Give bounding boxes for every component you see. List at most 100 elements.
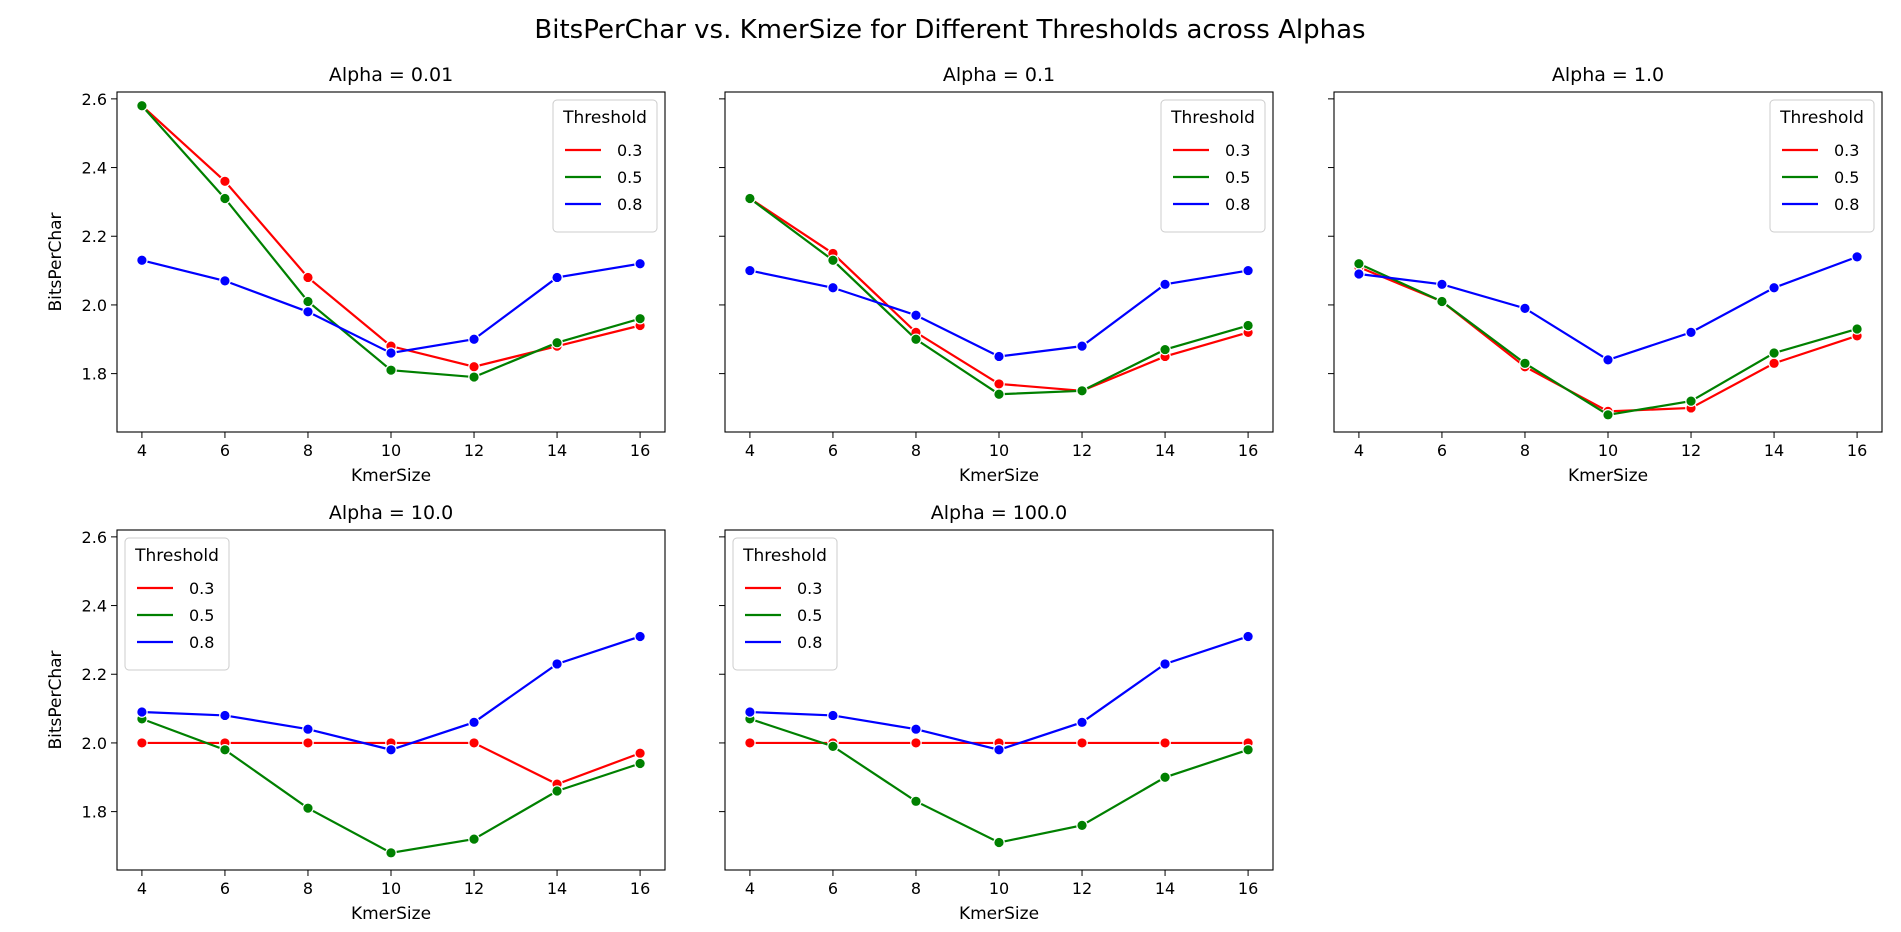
subplot-4: Alpha = 100.0 4 6 8 10 12 14 16 KmerSize Threshol… — [719, 502, 1274, 924]
x-tick-label: 12 — [464, 441, 484, 460]
legend: Threshold 0.3 0.5 0.8 — [124, 537, 230, 671]
data-point — [1076, 716, 1088, 729]
y-tick-label: 2.2 — [82, 227, 107, 246]
data-point — [993, 388, 1005, 401]
y-tick-label: 2.6 — [82, 528, 107, 547]
data-point — [1685, 395, 1697, 407]
x-tick-label: 10 — [381, 441, 401, 460]
legend-box — [732, 537, 838, 671]
data-point — [634, 257, 646, 270]
x-axis-label: KmerSize — [959, 904, 1039, 924]
series-line-0.3 — [1358, 266, 1858, 413]
data-point — [219, 175, 231, 188]
x-tick-label: 8 — [911, 879, 921, 898]
data-point — [385, 347, 397, 359]
figure-title: BitsPerChar vs. KmerSize for Different T… — [534, 15, 1365, 45]
x-tick-label: 16 — [630, 441, 650, 460]
x-axis-label: KmerSize — [959, 466, 1039, 486]
x-tick-label: 8 — [303, 441, 313, 460]
data-point — [744, 706, 756, 718]
data-point — [1768, 347, 1780, 359]
data-point — [744, 737, 756, 749]
x-tick-label: 8 — [1520, 441, 1530, 460]
y-tick-label: 2.4 — [82, 159, 107, 178]
subplot-title: Alpha = 100.0 — [931, 502, 1067, 524]
x-tick-label: 6 — [220, 441, 230, 460]
data-point — [634, 312, 646, 325]
data-point — [744, 192, 756, 205]
data-point — [993, 836, 1005, 849]
data-point — [634, 747, 646, 760]
data-point — [1242, 319, 1254, 332]
data-point — [1159, 343, 1171, 356]
data-point — [219, 192, 231, 205]
data-point — [1076, 384, 1088, 397]
x-tick-label: 10 — [989, 879, 1009, 898]
subplot-title: Alpha = 10.0 — [329, 502, 453, 524]
x-tick-label: 10 — [989, 441, 1009, 460]
data-point — [634, 757, 646, 770]
y-tick-label: 2.0 — [82, 296, 107, 315]
x-tick-label: 8 — [911, 441, 921, 460]
data-point — [1768, 357, 1780, 370]
legend: Threshold 0.3 0.5 0.8 — [1160, 99, 1266, 233]
y-tick-label: 2.6 — [82, 90, 107, 109]
data-point — [302, 737, 314, 749]
legend-entry: 0.8 — [1225, 195, 1250, 214]
subplot-title: Alpha = 0.1 — [943, 64, 1055, 86]
x-tick-label: 6 — [828, 441, 838, 460]
y-tick-label: 2.0 — [82, 734, 107, 753]
y-tick-label: 1.8 — [82, 803, 107, 822]
data-point — [551, 336, 563, 349]
data-point — [302, 802, 314, 814]
data-point — [1851, 251, 1863, 263]
data-point — [136, 737, 148, 749]
data-point — [219, 275, 231, 287]
data-point — [910, 795, 922, 808]
data-point — [385, 364, 397, 376]
x-tick-label: 12 — [464, 879, 484, 898]
x-tick-label: 8 — [303, 879, 313, 898]
x-tick-label: 4 — [745, 879, 755, 898]
data-point — [385, 847, 397, 859]
x-axis-label: KmerSize — [351, 466, 431, 486]
data-point — [1602, 354, 1614, 366]
legend-box — [552, 99, 658, 233]
legend-title: Threshold — [134, 546, 219, 566]
data-point — [1436, 295, 1448, 308]
data-point — [1851, 323, 1863, 335]
x-tick-label: 16 — [1847, 441, 1867, 460]
x-tick-label: 14 — [1155, 879, 1175, 898]
data-point — [1519, 302, 1531, 315]
x-tick-label: 4 — [137, 879, 147, 898]
subplot-0: Alpha = 0.01 4 6 8 10 12 14 16 1.8 2.0 2.2 2.4 2.6 Km… — [46, 64, 666, 486]
legend-title: Threshold — [742, 546, 827, 566]
x-tick-label: 14 — [1764, 441, 1784, 460]
data-point — [551, 271, 563, 284]
data-point — [827, 281, 839, 294]
data-point — [1159, 771, 1171, 784]
data-point — [827, 254, 839, 267]
subplot-1: Alpha = 0.1 4 6 8 10 12 14 16 KmerSize Threshold 0… — [719, 64, 1274, 486]
data-point — [1353, 257, 1365, 270]
legend-box — [1160, 99, 1266, 233]
data-point — [1768, 281, 1780, 294]
data-point — [1519, 357, 1531, 370]
data-point — [744, 264, 756, 277]
subplot-title: Alpha = 1.0 — [1552, 64, 1664, 86]
x-tick-label: 16 — [630, 879, 650, 898]
legend-entry: 0.3 — [617, 141, 642, 160]
legend-entry: 0.5 — [797, 606, 822, 625]
data-point — [1076, 737, 1088, 749]
data-point — [993, 378, 1005, 390]
data-point — [1242, 743, 1254, 756]
data-point — [1353, 268, 1365, 280]
data-point — [910, 309, 922, 322]
y-tick-label: 1.8 — [82, 365, 107, 384]
legend-box — [1769, 99, 1875, 233]
legend-entry: 0.8 — [797, 633, 822, 652]
subplot-title: Alpha = 0.01 — [329, 64, 453, 86]
y-tick-label: 2.2 — [82, 665, 107, 684]
x-tick-label: 16 — [1238, 879, 1258, 898]
